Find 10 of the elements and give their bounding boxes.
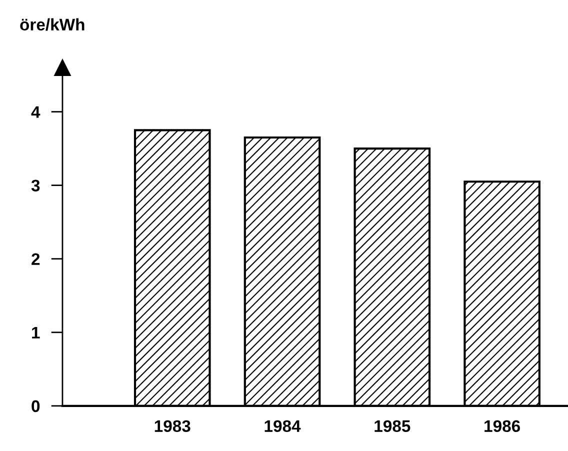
y-tick-label: 1 — [32, 326, 40, 338]
x-tick-label: 1983 — [154, 420, 190, 432]
x-tick-label: 1985 — [374, 420, 410, 432]
y-tick-label: 0 — [32, 400, 40, 412]
x-tick-label: 1984 — [264, 420, 301, 432]
y-tick-label: 2 — [32, 253, 40, 265]
x-tick-label: 1986 — [484, 420, 520, 432]
y-axis-title: öre/kWh — [20, 18, 84, 31]
y-tick-label: 3 — [31, 180, 40, 192]
y-tick-label: 4 — [31, 106, 40, 118]
